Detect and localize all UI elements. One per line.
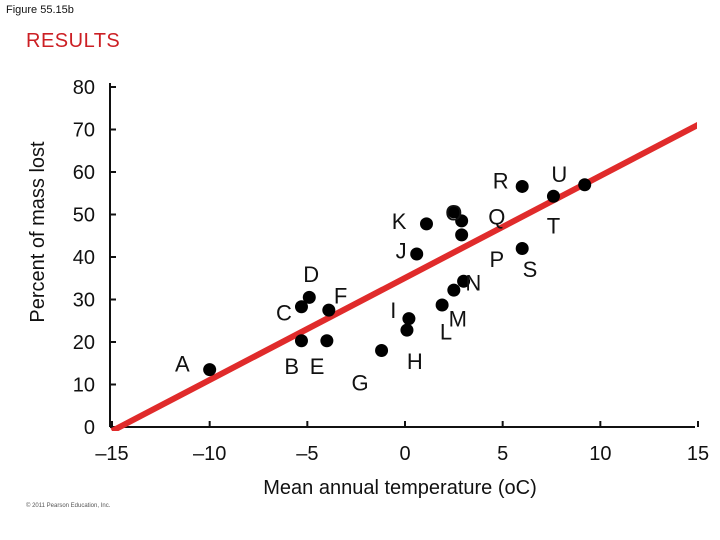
x-axis-title: Mean annual temperature (oC)	[263, 477, 536, 499]
data-point	[455, 214, 469, 228]
figure-label: Figure 55.15b	[6, 4, 74, 16]
point-label: Q	[488, 205, 505, 230]
point-label: N	[465, 271, 481, 296]
point-label: C	[276, 300, 292, 325]
data-point	[515, 179, 529, 193]
data-point	[515, 242, 529, 255]
point-label: J	[396, 239, 407, 264]
y-tick-label: 50	[73, 205, 95, 227]
x-tick-label: 5	[497, 443, 508, 465]
x-tick-label: –15	[95, 443, 128, 465]
point-label: L	[440, 319, 452, 344]
x-tick-label: –5	[296, 443, 318, 465]
data-point	[402, 312, 416, 326]
x-tick-label: 15	[687, 443, 709, 465]
data-point	[410, 247, 424, 261]
point-label: G	[352, 370, 369, 395]
point-label: P	[489, 247, 504, 272]
point-labels: A B E CDF G H I JK LMN O PQR ST U	[175, 162, 567, 395]
data-point	[435, 298, 449, 312]
point-label: U	[551, 162, 567, 187]
data-point	[203, 363, 217, 377]
point-label: M	[449, 307, 467, 332]
data-point	[320, 334, 334, 348]
data-point	[457, 274, 471, 288]
point-label: K	[392, 209, 407, 234]
y-tick-label: 10	[73, 375, 95, 397]
x-tick-label: –10	[193, 443, 226, 465]
axes	[109, 83, 695, 428]
point-label: O	[445, 200, 462, 225]
data-point	[302, 290, 316, 304]
results-heading: RESULTS	[26, 30, 121, 52]
x-tick-label: 10	[589, 443, 611, 465]
copyright-credit: © 2011 Pearson Education, Inc.	[26, 503, 111, 509]
data-point	[447, 205, 461, 219]
data-point	[447, 283, 461, 297]
data-point	[322, 303, 336, 317]
data-points	[203, 178, 592, 377]
point-label: H	[407, 349, 423, 374]
data-point	[294, 300, 308, 314]
data-point	[400, 323, 414, 337]
data-point	[546, 189, 560, 203]
point-label: F	[334, 283, 347, 308]
y-tick-label: 70	[73, 120, 95, 142]
y-tick-label: 80	[73, 77, 95, 99]
data-point	[375, 344, 389, 357]
regression-line	[110, 121, 697, 431]
x-tick-label: 0	[399, 443, 410, 465]
point-label: R	[493, 169, 509, 194]
y-tick-label: 30	[73, 290, 95, 312]
point-label: S	[523, 257, 538, 282]
point-label: A	[175, 351, 190, 376]
y-axis-title: Percent of mass lost	[27, 141, 49, 323]
point-label: T	[547, 214, 560, 239]
point-label: E	[310, 354, 325, 379]
y-tick-label: 60	[73, 162, 95, 184]
y-tick-label: 0	[84, 417, 95, 439]
data-point	[578, 178, 592, 192]
y-ticks: 0 10 20 30 40 50 60 70 80	[73, 77, 116, 439]
point-label: D	[303, 262, 319, 287]
point-label: B	[284, 354, 299, 379]
y-tick-label: 20	[73, 332, 95, 354]
data-point	[455, 228, 469, 242]
x-ticks: –15 –10 –5 0 5 10 15	[95, 421, 709, 465]
point-label: I	[390, 298, 396, 323]
data-point	[294, 334, 308, 348]
y-tick-label: 40	[73, 247, 95, 269]
data-point	[419, 217, 433, 231]
